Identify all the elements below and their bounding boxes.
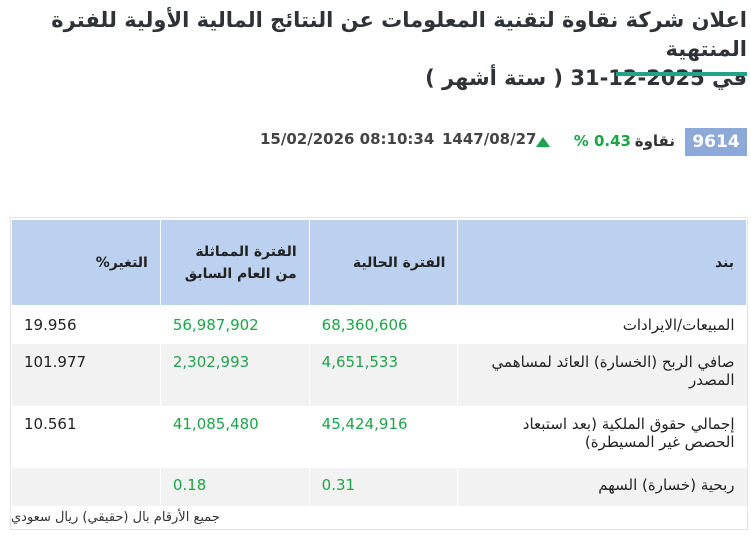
header-item: بند <box>457 219 747 306</box>
price-change: % 0.43 <box>573 132 631 150</box>
row-item: المبيعات/الايرادات <box>457 305 747 344</box>
row-change: 10.561 <box>11 405 161 468</box>
gregorian-datetime: 15/02/2026 08:10:34 <box>260 130 435 148</box>
hijri-date: 1447/08/27 <box>442 130 537 148</box>
header-current-period: الفترة الحالية <box>308 219 459 306</box>
title-underline <box>616 72 747 76</box>
header-change-percent: التغير% <box>11 219 161 306</box>
row-change: 101.977 <box>11 343 161 406</box>
header-previous-period: الفترة المماثلة من العام السابق <box>159 219 310 306</box>
row-item: ربحية (خسارة) السهم <box>457 467 747 506</box>
announcement-title-line2: في 2025-12-31 ( ستة أشهر ) <box>425 66 747 90</box>
row-change: 19.956 <box>11 305 161 344</box>
row-current: 68,360,606 <box>308 305 458 344</box>
row-previous: 56,987,902 <box>159 305 310 344</box>
announcement-title-line1: اعلان شركة نقاوة لتقنية المعلومات عن الن… <box>51 8 747 61</box>
row-previous: 2,302,993 <box>159 343 310 406</box>
table-header-row: بند الفترة الحالية الفترة المماثلة من ال… <box>11 219 747 306</box>
row-current: 0.31 <box>308 467 458 506</box>
currency-footnote: جميع الأرقام بال (حقيقي) ريال سعودي <box>11 510 220 525</box>
row-previous: 0.18 <box>159 467 310 506</box>
row-change <box>11 467 161 506</box>
up-triangle-icon <box>536 137 550 147</box>
table-row: ربحية (خسارة) السهم 0.31 0.18 <box>11 467 747 506</box>
row-item: صافي الربح (الخسارة) العائد لمساهمي المص… <box>457 343 747 406</box>
table-row: إجمالي حقوق الملكية (بعد استبعاد الحصص غ… <box>11 405 747 468</box>
company-name[interactable]: نقاوة <box>634 132 675 150</box>
financial-results-table: بند الفترة الحالية الفترة المماثلة من ال… <box>11 219 747 506</box>
row-item: إجمالي حقوق الملكية (بعد استبعاد الحصص غ… <box>457 405 747 468</box>
row-current: 45,424,916 <box>308 405 458 468</box>
table-row: المبيعات/الايرادات 68,360,606 56,987,902… <box>11 305 747 344</box>
ticker-symbol-badge[interactable]: 9614 <box>685 128 747 156</box>
table-row: صافي الربح (الخسارة) العائد لمساهمي المص… <box>11 343 747 406</box>
row-previous: 41,085,480 <box>159 405 310 468</box>
row-current: 4,651,533 <box>308 343 458 406</box>
ticker-row: 9614 نقاوة % 0.43 1447/08/27 15/02/2026 … <box>0 124 747 158</box>
announcement-header: اعلان شركة نقاوة لتقنية المعلومات عن الن… <box>2 6 747 93</box>
